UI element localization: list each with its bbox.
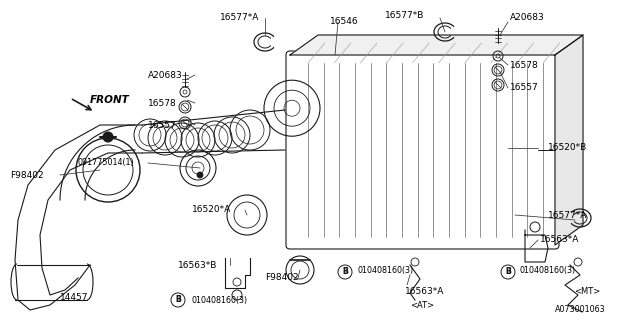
Text: B: B — [342, 268, 348, 276]
Text: F98402: F98402 — [10, 171, 44, 180]
Polygon shape — [290, 35, 583, 55]
Text: 010408160(3): 010408160(3) — [358, 266, 414, 275]
Text: 16546: 16546 — [330, 18, 358, 27]
Text: B: B — [505, 268, 511, 276]
Text: A20683: A20683 — [148, 70, 183, 79]
Circle shape — [197, 172, 203, 178]
Text: FRONT: FRONT — [90, 95, 130, 105]
Text: <MT>: <MT> — [574, 287, 600, 297]
Text: 16557: 16557 — [148, 121, 177, 130]
Text: 16520*A: 16520*A — [192, 205, 231, 214]
Text: B: B — [175, 295, 181, 305]
FancyBboxPatch shape — [286, 51, 559, 249]
Circle shape — [103, 132, 113, 142]
Polygon shape — [555, 35, 583, 245]
Text: 14457: 14457 — [60, 293, 88, 302]
Text: 16578: 16578 — [148, 99, 177, 108]
Text: F98402: F98402 — [265, 274, 299, 283]
Text: 091775014(1): 091775014(1) — [78, 158, 134, 167]
Text: 010408160(3): 010408160(3) — [192, 295, 248, 305]
Text: 16563*B: 16563*B — [178, 260, 218, 269]
Text: A20683: A20683 — [510, 13, 545, 22]
Text: 16577*B: 16577*B — [385, 11, 424, 20]
Text: 16577*A: 16577*A — [220, 13, 259, 22]
Text: 16563*A: 16563*A — [405, 287, 444, 297]
Text: 16578: 16578 — [510, 60, 539, 69]
Text: A073001063: A073001063 — [555, 306, 605, 315]
Text: B: B — [175, 295, 181, 305]
Text: 010408160(3): 010408160(3) — [520, 266, 576, 275]
Text: 16557: 16557 — [510, 84, 539, 92]
Text: 16563*A: 16563*A — [540, 236, 579, 244]
Text: <AT>: <AT> — [410, 300, 434, 309]
Text: 16520*B: 16520*B — [548, 143, 588, 153]
Text: B: B — [342, 268, 348, 276]
Text: B: B — [505, 268, 511, 276]
Text: 16577*A: 16577*A — [548, 211, 588, 220]
